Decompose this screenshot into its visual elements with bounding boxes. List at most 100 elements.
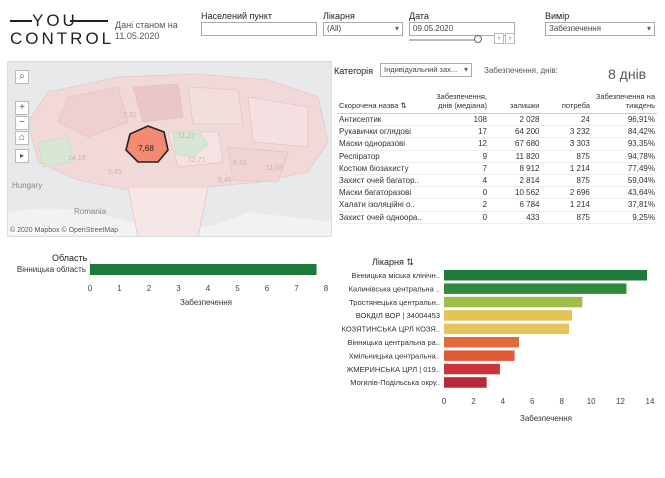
- table-cell: Маски одноразові: [337, 137, 429, 151]
- col-header-stock[interactable]: залишки: [489, 92, 542, 114]
- settlement-input[interactable]: [201, 22, 317, 36]
- col-header-weekly[interactable]: Забезпечення на тиждень: [591, 92, 657, 114]
- hospital-bar-label: Вінницька міська клінічн..: [351, 271, 440, 280]
- map-search-button[interactable]: ⌕: [15, 70, 29, 84]
- table-row[interactable]: Маски багаторазові 0 10 562 2 696 43,64%: [337, 186, 657, 200]
- date-slider-track[interactable]: [409, 39, 481, 41]
- home-icon[interactable]: ⌂: [15, 131, 29, 145]
- hospital-bar-label: Вінницька центральна ра..: [347, 338, 440, 347]
- col-header-name[interactable]: Скорочена назва ⇅: [337, 92, 429, 114]
- table-row[interactable]: Рукавички оглядові 17 64 200 3 232 84,42%: [337, 125, 657, 139]
- table-row[interactable]: Халати ізоляційні о.. 2 6 784 1 214 37,81%: [337, 198, 657, 212]
- table-row[interactable]: Захист очей одноора.. 0 433 875 9,25%: [337, 211, 657, 224]
- table-cell: 2 814: [489, 174, 542, 188]
- supply-table: Скорочена назва ⇅ Забезпечення, днів (ме…: [337, 92, 657, 224]
- hospital-bar[interactable]: [444, 323, 570, 335]
- table-cell: 96,91%: [591, 113, 657, 127]
- table-row[interactable]: Захист очей багатор.. 4 2 814 875 59,04%: [337, 174, 657, 188]
- date-slider-handle[interactable]: [474, 35, 482, 43]
- table-cell: 9: [428, 150, 490, 163]
- category-select[interactable]: Індивідуальний зах...: [380, 63, 472, 77]
- date-input[interactable]: 09.05.2020: [409, 22, 515, 36]
- hospital-bar-label: КОЗЯТИНСЬКА ЦРЛ КОЗЯ..: [342, 325, 440, 334]
- oblast-x-tick: 1: [117, 284, 122, 293]
- hospital-chart-title: Лікарня ⇅: [372, 257, 414, 267]
- prev-date-button[interactable]: ‹: [494, 33, 504, 44]
- days-label: Забезпечення, днів:: [484, 66, 558, 75]
- table-cell: 11 820: [489, 150, 542, 163]
- table-cell: 59,04%: [591, 174, 657, 188]
- hospital-chart: Вінницька міська клінічн.. Калинівська це…: [342, 270, 655, 406]
- col-header-need[interactable]: потреба: [541, 92, 592, 114]
- oblast-bar[interactable]: [90, 264, 317, 275]
- map-canvas: 7,68 14,19 12,71 8,43 5,45 11,55 6,45 11…: [8, 62, 331, 236]
- settlement-filter-label: Населений пункт: [201, 11, 272, 21]
- hospital-bar-label: Хмільницька центральна..: [349, 351, 440, 360]
- oblast-x-axis-label: Забезпечення: [180, 298, 233, 307]
- hospital-bar-label: ЖМЕРИНСЬКА ЦРЛ | 019..: [346, 365, 440, 374]
- play-icon[interactable]: ▸: [15, 149, 29, 163]
- hospital-bar[interactable]: [444, 283, 627, 294]
- table-cell: 0: [428, 211, 490, 224]
- zoom-out-button[interactable]: −: [15, 116, 29, 130]
- hospital-bar[interactable]: [444, 270, 648, 281]
- hospital-x-tick: 10: [587, 397, 596, 406]
- table-cell: 2 696: [541, 186, 592, 200]
- hospital-x-tick: 2: [471, 397, 476, 406]
- map-faded-value-1: 14,19: [68, 155, 86, 162]
- hospital-bar-label: Могилів-Подільська окру..: [350, 378, 440, 387]
- hospital-select[interactable]: (All): [323, 22, 403, 36]
- oblast-bar-label: Вінницька область: [17, 265, 86, 274]
- table-cell: 875: [541, 211, 592, 224]
- table-cell: Захист очей одноора..: [337, 211, 429, 224]
- hospital-x-tick: 12: [616, 397, 625, 406]
- zoom-in-button[interactable]: +: [15, 101, 29, 115]
- col-header-days[interactable]: Забезпечення, днів (медіана): [428, 92, 490, 114]
- table-row[interactable]: Респіратор 9 11 820 875 94,78%: [337, 150, 657, 163]
- table-cell: 77,49%: [591, 162, 657, 175]
- table-cell: Антисептик: [337, 113, 429, 127]
- table-cell: 2: [428, 198, 490, 212]
- table-cell: 64 200: [489, 125, 542, 139]
- ukraine-map[interactable]: 7,68 14,19 12,71 8,43 5,45 11,55 6,45 11…: [7, 61, 332, 237]
- table-row[interactable]: Костюм біозахисту 7 8 912 1 214 77,49%: [337, 162, 657, 175]
- hospital-bar[interactable]: [444, 337, 520, 348]
- oblast-chart-title: Область: [52, 253, 88, 263]
- table-cell: 4: [428, 174, 490, 188]
- oblast-x-tick: 5: [235, 284, 240, 293]
- youcontrol-logo: YOU CONTROL: [10, 11, 111, 52]
- oblast-x-tick: 2: [147, 284, 152, 293]
- table-cell: 10 562: [489, 186, 542, 200]
- map-faded-value-6: 6,45: [218, 177, 232, 184]
- map-faded-value-7: 11,27: [178, 133, 195, 140]
- table-row[interactable]: Маски одноразові 12 67 680 3 303 93,35%: [337, 137, 657, 151]
- next-date-button[interactable]: ›: [505, 33, 515, 44]
- oblast-x-tick: 7: [294, 284, 299, 293]
- vinnytsia-oblast-region[interactable]: [125, 125, 169, 163]
- hospital-bar[interactable]: [444, 363, 500, 375]
- hospital-bar[interactable]: [444, 296, 583, 308]
- measure-select[interactable]: Забезпечення: [545, 22, 655, 36]
- logo-line1: YOU: [32, 11, 78, 30]
- map-label-romania: Romania: [74, 207, 107, 216]
- table-cell: 108: [428, 113, 490, 127]
- hospital-bar[interactable]: [444, 310, 573, 321]
- map-label-hungary: Hungary: [12, 181, 42, 190]
- hospital-bar-label: Тростянецька центральн..: [349, 298, 440, 307]
- table-cell: 37,81%: [591, 198, 657, 212]
- category-label: Категорія: [334, 66, 374, 76]
- hospital-select-value: (All): [327, 24, 342, 33]
- category-select-value: Індивідуальний зах...: [384, 65, 458, 74]
- table-cell: 93,35%: [591, 137, 657, 151]
- region-value-label: 7,68: [138, 144, 154, 153]
- table-cell: 9,25%: [591, 211, 657, 224]
- table-cell: 7: [428, 162, 490, 175]
- hospital-bar[interactable]: [444, 377, 487, 388]
- table-cell: 2 028: [489, 113, 542, 127]
- hospital-bar[interactable]: [444, 350, 515, 361]
- measure-filter-label: Вимір: [545, 11, 570, 21]
- table-cell: 1 214: [541, 198, 592, 212]
- hospital-filter-label: Лікарня: [323, 11, 355, 21]
- table-row[interactable]: Антисептик 108 2 028 24 96,91%: [337, 113, 657, 127]
- map-faded-value-5: 11,55: [266, 165, 283, 172]
